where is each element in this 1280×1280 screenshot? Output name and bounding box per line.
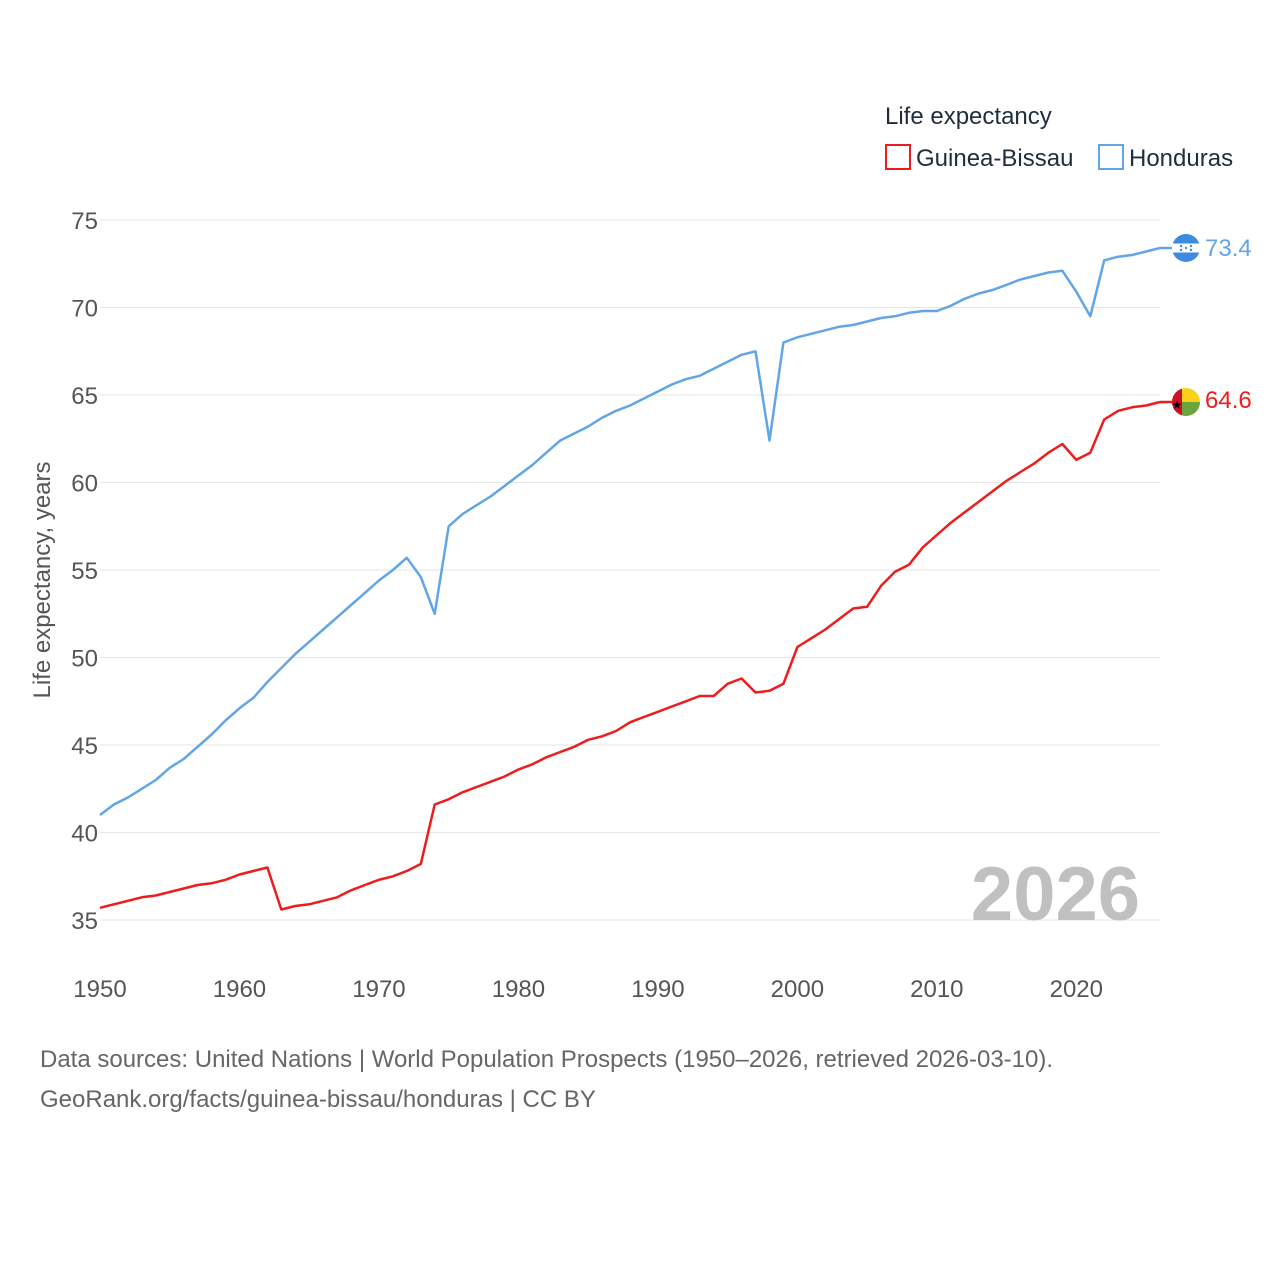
y-axis-title: Life expectancy, years xyxy=(29,461,56,698)
series-line-guinea-bissau xyxy=(99,400,1161,911)
legend-label-honduras: Honduras xyxy=(1129,145,1233,172)
y-tick-label-65: 65 xyxy=(71,383,98,410)
x-tick-label-1960: 1960 xyxy=(213,976,266,1003)
legend: Life expectancy Guinea-Bissau Honduras xyxy=(885,103,1233,172)
x-tick-label-2010: 2010 xyxy=(910,976,963,1003)
x-tick-label-2020: 2020 xyxy=(1050,976,1103,1003)
legend-swatch-guinea-bissau xyxy=(885,144,911,170)
series-line-honduras xyxy=(99,246,1161,816)
y-tick-label-40: 40 xyxy=(71,821,98,848)
x-tick-label-1950: 1950 xyxy=(73,976,126,1003)
svg-text:★: ★ xyxy=(1172,398,1183,412)
y-tick-label-45: 45 xyxy=(71,733,98,760)
y-tick-label-75: 75 xyxy=(71,208,98,235)
legend-title: Life expectancy xyxy=(885,103,1052,130)
life-expectancy-chart: 35 40 45 50 55 60 65 70 75 1950 1960 1970 1980 1990 2… xyxy=(29,103,1252,1003)
series-lines xyxy=(99,246,1172,911)
legend-swatch-honduras xyxy=(1098,144,1124,170)
x-tick-label-1980: 1980 xyxy=(492,976,545,1003)
gridlines xyxy=(100,219,1160,921)
y-tick-label-60: 60 xyxy=(71,471,98,498)
y-tick-label-50: 50 xyxy=(71,646,98,673)
x-tick-label-1990: 1990 xyxy=(631,976,684,1003)
footer-sources: Data sources: United Nations | World Pop… xyxy=(40,1046,1054,1073)
x-axis-ticks: 1950 1960 1970 1980 1990 2000 2010 2020 xyxy=(73,976,1103,1003)
honduras-flag-icon xyxy=(1172,234,1200,262)
footer-attribution: GeoRank.org/facts/guinea-bissau/honduras… xyxy=(40,1086,596,1113)
y-tick-label-70: 70 xyxy=(71,296,98,323)
y-tick-label-55: 55 xyxy=(71,558,98,585)
x-tick-label-2000: 2000 xyxy=(771,976,824,1003)
end-label-honduras: 73.4 xyxy=(1205,235,1252,262)
end-label-guinea-bissau: 64.6 xyxy=(1205,387,1252,414)
y-axis-ticks: 35 40 45 50 55 60 65 70 75 xyxy=(71,208,98,935)
guinea-bissau-flag-icon: ★ xyxy=(1172,388,1200,416)
y-tick-label-35: 35 xyxy=(71,908,98,935)
x-tick-label-1970: 1970 xyxy=(352,976,405,1003)
legend-label-guinea-bissau: Guinea-Bissau xyxy=(916,145,1073,172)
year-watermark: 2026 xyxy=(971,852,1140,937)
